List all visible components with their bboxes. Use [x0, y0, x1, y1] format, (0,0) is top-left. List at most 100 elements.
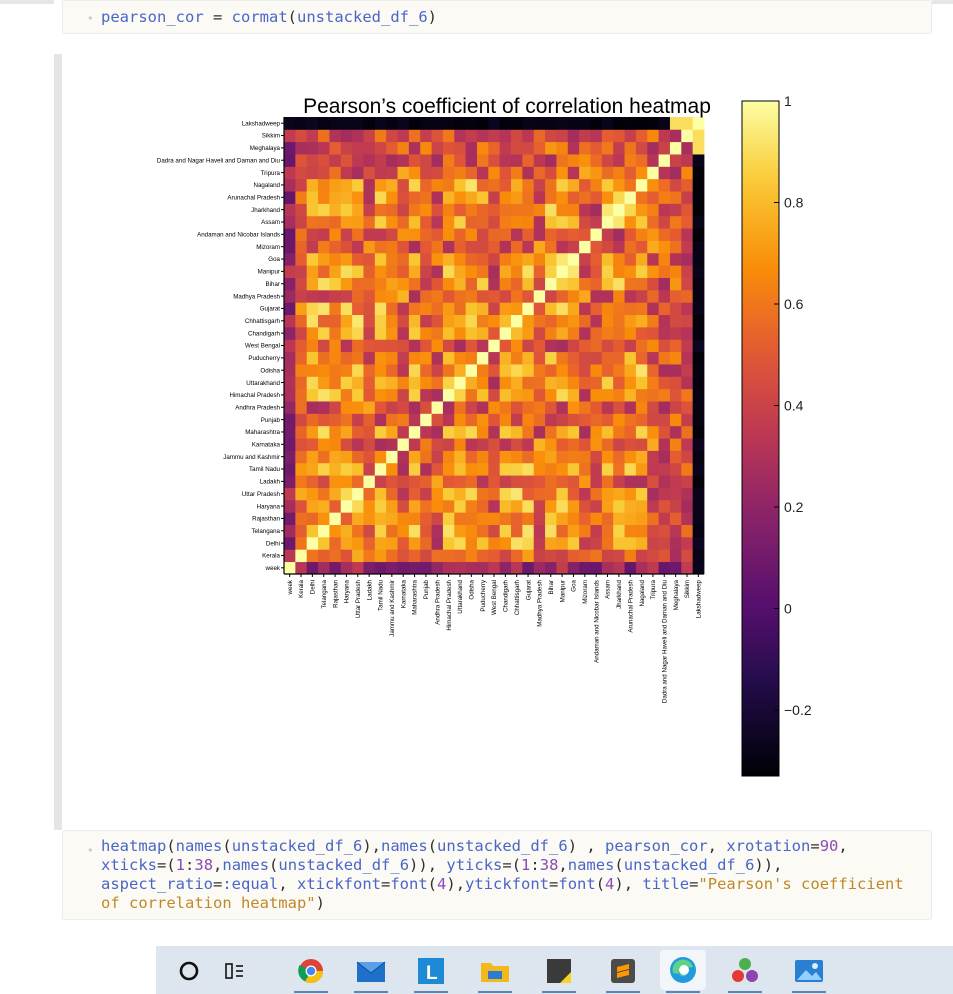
heatmap-cell: [635, 450, 648, 464]
heatmap-cell: [306, 536, 319, 550]
heatmap-cell: [556, 401, 569, 414]
heatmap-cell: [488, 561, 501, 575]
heatmap-cell: [306, 512, 319, 525]
heatmap-cell: [635, 240, 648, 254]
edge-icon[interactable]: [660, 950, 706, 990]
heatmap-cell: [284, 129, 296, 143]
code-cell-input-1[interactable]: • pearson_cor = cormat(unstacked_df_6): [62, 0, 932, 34]
notebook-cell-2[interactable]: • heatmap(names(unstacked_df_6),names(un…: [54, 830, 932, 920]
cell-output-gutter: [54, 54, 62, 920]
heatmap-cell: [556, 549, 569, 563]
heatmap-cell: [363, 475, 376, 488]
photos-icon[interactable]: [792, 954, 826, 988]
heatmap-cell: [386, 462, 398, 476]
chrome-icon[interactable]: [294, 954, 328, 988]
heatmap-cell: [488, 499, 501, 513]
heatmap-cell: [658, 240, 671, 254]
heatmap-cell: [601, 450, 614, 464]
heatmap-cell: [669, 302, 682, 316]
heatmap-cell: [545, 524, 557, 538]
heatmap-cell: [556, 265, 569, 278]
heatmap-cell: [499, 462, 512, 476]
heatmap-cell: [488, 351, 501, 365]
heatmap-cell: [408, 154, 421, 167]
heatmap-cell: [442, 462, 455, 476]
sublime-text-icon[interactable]: [606, 954, 640, 988]
heatmap-cell: [318, 524, 330, 538]
heatmap-cell: [669, 487, 682, 501]
heatmap-cell: [624, 339, 637, 353]
heatmap-cell: [363, 376, 376, 390]
office-apps-icon[interactable]: [728, 954, 762, 988]
heatmap-cell: [635, 289, 648, 303]
heatmap-cell: [318, 240, 330, 254]
sticky-notes-icon[interactable]: [542, 954, 576, 988]
heatmap-cell: [545, 462, 557, 476]
heatmap-cell: [590, 388, 603, 402]
heatmap-cell: [340, 191, 353, 204]
heatmap-cell: [386, 277, 398, 291]
heatmap-cell: [284, 265, 296, 278]
heatmap-cell: [386, 364, 398, 377]
heatmap-cell: [318, 277, 330, 291]
heatmap-figure: week Kerala Delhi Telangana Rajasthan Haryana…: [157, 93, 812, 777]
heatmap-cell: [329, 203, 342, 217]
heatmap-cell: [681, 178, 694, 192]
heatmap-cell: [556, 413, 569, 427]
heatmap-cell: [363, 240, 376, 254]
heatmap-cell: [295, 413, 308, 427]
heatmap-cell: [601, 512, 614, 525]
heatmap-cell: [511, 401, 523, 414]
heatmap-cell: [329, 215, 342, 229]
heatmap-cell: [306, 252, 319, 266]
heatmap-cell: [284, 524, 296, 538]
heatmap-cell: [295, 351, 308, 365]
heatmap-cell: [681, 450, 694, 464]
heatmap-cell: [545, 141, 557, 155]
mail-icon[interactable]: [354, 954, 388, 988]
heatmap-cell: [408, 561, 421, 575]
heatmap-cell: [522, 351, 535, 365]
x-tick-label: Sikkim: [684, 580, 691, 598]
heatmap-cell: [465, 388, 478, 402]
heatmap-cell: [579, 166, 591, 180]
heatmap-cell: [488, 524, 501, 538]
heatmap-cell: [329, 302, 342, 316]
heatmap-cell: [442, 326, 455, 340]
heatmap-cell: [669, 425, 682, 439]
search-circle-icon[interactable]: [172, 954, 206, 988]
y-tick-label: Odisha: [260, 367, 280, 374]
heatmap-cell: [397, 326, 410, 340]
heatmap-cell: [567, 450, 580, 464]
heatmap-cell: [420, 252, 432, 266]
heatmap-cell: [624, 154, 637, 167]
notebook-cell-1[interactable]: • pearson_cor = cormat(unstacked_df_6): [54, 0, 932, 34]
heatmap-cell: [306, 277, 319, 291]
task-view-icon[interactable]: [218, 954, 252, 988]
heatmap-cell: [295, 289, 308, 303]
heatmap-cell: [306, 339, 319, 353]
heatmap-cell: [442, 178, 455, 192]
heatmap-cell: [533, 462, 546, 476]
heatmap-cell: [533, 203, 546, 217]
code-cell-input-2[interactable]: • heatmap(names(unstacked_df_6),names(un…: [62, 830, 932, 920]
heatmap-cell: [329, 524, 342, 538]
heatmap-cell: [431, 351, 444, 365]
heatmap-cell: [647, 549, 659, 563]
heatmap-cell: [420, 450, 432, 464]
l-app-icon[interactable]: L: [414, 954, 448, 988]
heatmap-cell: [397, 178, 410, 192]
heatmap-cell: [386, 475, 398, 488]
heatmap-cell: [567, 487, 580, 501]
heatmap-cell: [545, 512, 557, 525]
heatmap-cell: [511, 450, 523, 464]
heatmap-cell: [624, 141, 637, 155]
heatmap-cell: [442, 549, 455, 563]
heatmap-cell: [465, 339, 478, 353]
heatmap-cell: [522, 401, 535, 414]
heatmap-cell: [284, 314, 296, 328]
heatmap-cell: [318, 141, 330, 155]
heatmap-cell: [284, 475, 296, 488]
file-explorer-icon[interactable]: [478, 954, 512, 988]
colorbar-tick-label: 0.6: [784, 296, 804, 312]
